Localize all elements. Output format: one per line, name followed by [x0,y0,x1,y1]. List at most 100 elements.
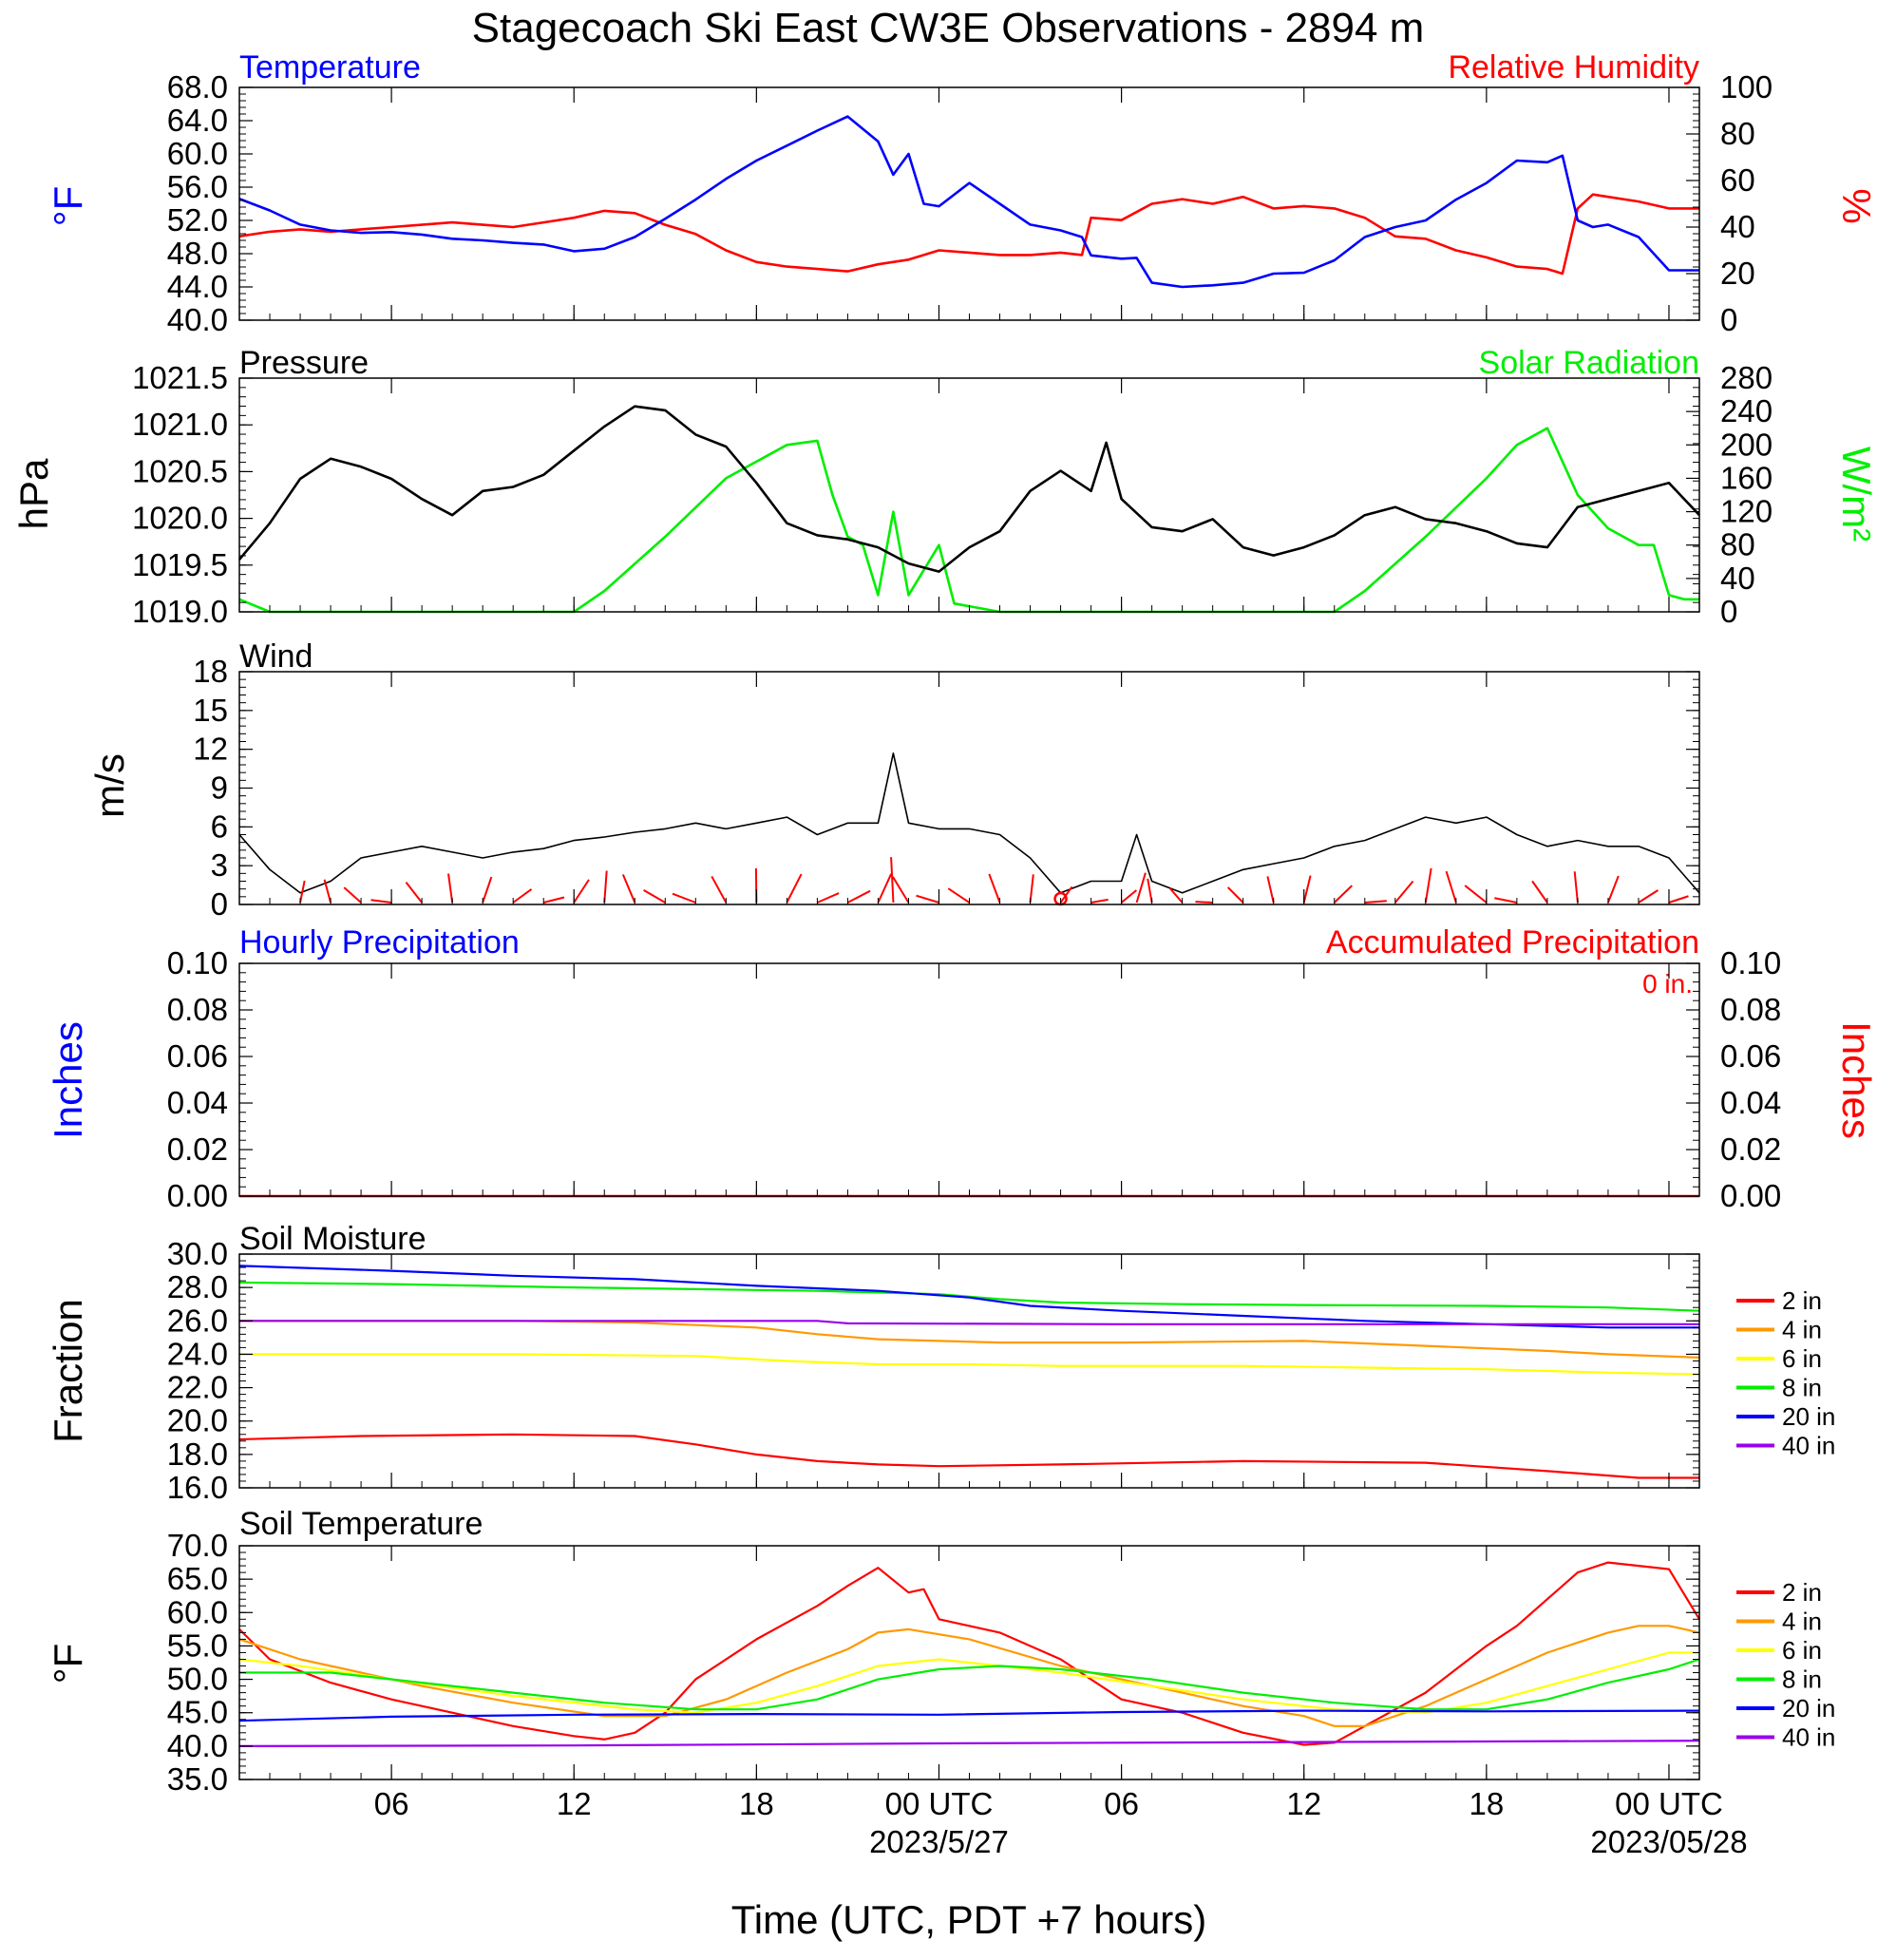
y-tick-label: 1021.5 [132,360,228,395]
soil-moisture-axis-label: Fraction [46,1299,90,1443]
humidity-title: Relative Humidity [1448,49,1699,86]
y-tick-label: 70.0 [167,1528,228,1563]
legend-label: 4 in [1782,1608,1822,1636]
y2-tick-label: 60 [1720,162,1755,198]
accum-precip-total: 0 in. [1642,969,1693,999]
legend-label: 8 in [1782,1665,1822,1694]
y-tick-label: 6 [211,809,228,844]
y-tick-label: 40.0 [167,1728,228,1763]
figure-title: Stagecoach Ski East CW3E Observations - … [472,5,1425,51]
accum-precip-title: Accumulated Precipitation [1326,924,1699,961]
x-tick-label: 00 UTC [1615,1786,1723,1821]
y-tick-label: 18.0 [167,1437,228,1472]
x-tick-label: 06 [1104,1786,1139,1821]
y2-tick-label: 0 [1720,302,1737,337]
wind-barb [1195,902,1212,903]
svg-text:%: % [1834,188,1879,223]
hourly-precip-axis-label: Inches [46,1021,90,1139]
y-tick-label: 3 [211,847,228,883]
svg-text:W/m²: W/m² [1834,447,1879,542]
legend-label: 8 in [1782,1374,1822,1402]
y2-tick-label: 0.00 [1720,1178,1781,1213]
temperature-axis-label: °F [46,186,90,226]
x-tick-label: 12 [1286,1786,1321,1821]
y-tick-label: 28.0 [167,1269,228,1304]
legend-label: 2 in [1782,1286,1822,1315]
y-tick-label: 20.0 [167,1403,228,1438]
y2-tick-label: 40 [1720,561,1755,596]
y-tick-label: 60.0 [167,1594,228,1629]
y-tick-label: 68.0 [167,69,228,105]
y-tick-label: 1020.0 [132,501,228,536]
soil-temp-axis-label: °F [46,1644,90,1684]
legend-label: 6 in [1782,1636,1822,1665]
y-tick-label: 1020.5 [132,453,228,488]
x-tick-label: 00 UTC [885,1786,994,1821]
y-tick-label: 1019.0 [132,594,228,629]
legend-label: 6 in [1782,1344,1822,1373]
pressure-title: Pressure [239,345,369,381]
y-tick-label: 26.0 [167,1303,228,1338]
x-tick-label: 12 [557,1786,592,1821]
y2-tick-label: 0.06 [1720,1038,1781,1074]
solar-axis-label: W/m² [1834,447,1879,542]
y-tick-label: 50.0 [167,1662,228,1697]
y-tick-label: 48.0 [167,236,228,271]
y-tick-label: 24.0 [167,1336,228,1371]
y2-tick-label: 0 [1720,594,1737,629]
y-tick-label: 40.0 [167,302,228,337]
legend-label: 20 in [1782,1402,1835,1431]
y-tick-label: 60.0 [167,136,228,171]
y-tick-label: 52.0 [167,202,228,238]
y-tick-label: 12 [193,732,228,767]
y-tick-label: 16.0 [167,1470,228,1505]
y2-tick-label: 240 [1720,393,1773,428]
y-tick-label: 56.0 [167,169,228,204]
y-tick-label: 22.0 [167,1370,228,1405]
y-tick-label: 35.0 [167,1761,228,1797]
y-tick-label: 15 [193,693,228,728]
y-tick-label: 0.04 [167,1085,228,1120]
y2-tick-label: 80 [1720,527,1755,562]
legend-label: 40 in [1782,1432,1835,1460]
y-tick-label: 44.0 [167,269,228,304]
temperature-title: Temperature [239,49,421,86]
y2-tick-label: 0.10 [1720,945,1781,980]
y-tick-label: 64.0 [167,103,228,138]
y2-tick-label: 0.02 [1720,1132,1781,1167]
wind-axis-label: m/s [87,753,132,818]
svg-text:°F: °F [46,1644,90,1684]
svg-text:°F: °F [46,186,90,226]
y-tick-label: 55.0 [167,1627,228,1663]
hourly-precip-title: Hourly Precipitation [239,924,520,961]
soil-temp-title: Soil Temperature [239,1506,483,1542]
x-date-label: 2023/5/27 [869,1824,1009,1859]
soil-moisture-title: Soil Moisture [239,1221,427,1257]
humidity-axis-label: % [1834,188,1879,223]
y-tick-label: 18 [193,654,228,689]
x-tick-label: 18 [1469,1786,1504,1821]
pressure-axis-label: hPa [11,458,56,529]
y-tick-label: 1019.5 [132,547,228,582]
y2-tick-label: 200 [1720,427,1773,462]
legend-label: 2 in [1782,1578,1822,1607]
solar-title: Solar Radiation [1479,345,1699,381]
accum-precip-axis-label: Inches [1834,1021,1879,1139]
legend-label: 20 in [1782,1694,1835,1722]
y-tick-label: 45.0 [167,1695,228,1730]
y2-tick-label: 160 [1720,460,1773,495]
y-tick-label: 0.02 [167,1132,228,1167]
wind-title: Wind [239,638,313,675]
x-axis-label: Time (UTC, PDT +7 hours) [731,1897,1207,1942]
legend-label: 40 in [1782,1723,1835,1752]
y-tick-label: 1021.0 [132,407,228,442]
x-tick-label: 18 [739,1786,774,1821]
y2-tick-label: 120 [1720,494,1773,529]
y2-tick-label: 280 [1720,360,1773,395]
y-tick-label: 0.06 [167,1038,228,1074]
y-tick-label: 0 [211,886,228,922]
y-tick-label: 0.10 [167,945,228,980]
y2-tick-label: 20 [1720,256,1755,291]
